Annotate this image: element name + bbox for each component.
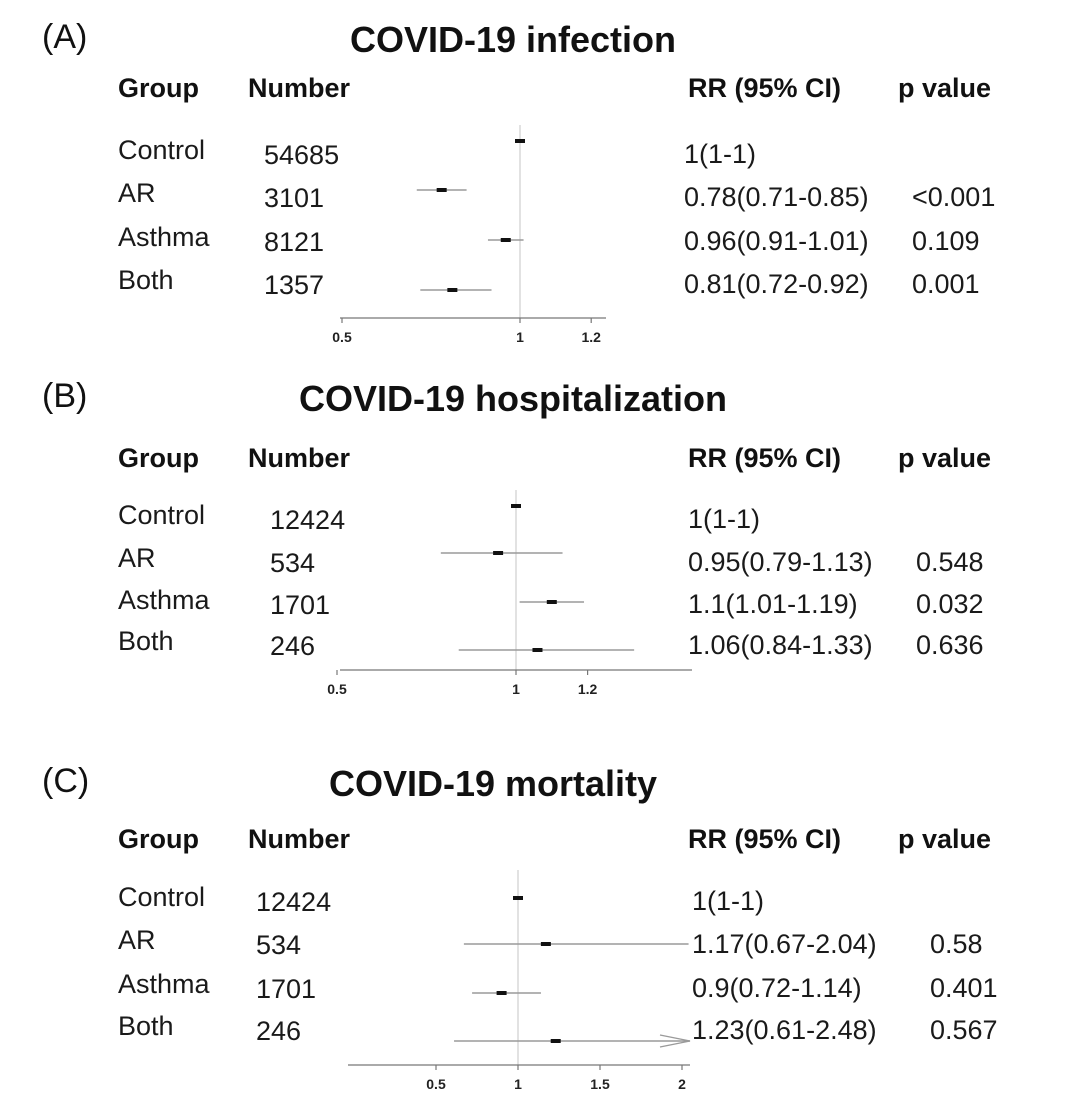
row-rr-ci: 1(1-1)	[688, 504, 760, 534]
row-rr-ci: 0.96(0.91-1.01)	[684, 226, 869, 256]
point-estimate	[496, 991, 507, 995]
panel-title: COVID-19 hospitalization	[299, 378, 727, 419]
row-number: 8121	[264, 227, 324, 257]
x-tick-label: 2	[678, 1076, 686, 1092]
row-rr-ci: 0.9(0.72-1.14)	[692, 973, 862, 1003]
point-estimate	[513, 896, 523, 900]
row-p-value: 0.109	[912, 226, 980, 256]
row-number: 246	[270, 631, 315, 661]
row-group-label: Control	[118, 882, 205, 912]
column-header-p-value: p value	[898, 824, 991, 854]
column-header-p-value: p value	[898, 73, 991, 103]
row-group-label: AR	[118, 178, 156, 208]
point-estimate	[550, 1039, 561, 1043]
column-header-number: Number	[248, 73, 351, 103]
row-rr-ci: 1(1-1)	[684, 139, 756, 169]
column-header-group: Group	[118, 824, 199, 854]
row-group-label: Asthma	[118, 585, 211, 615]
x-tick-label: 1	[516, 329, 524, 345]
row-rr-ci: 1.23(0.61-2.48)	[692, 1015, 877, 1045]
row-p-value: 0.58	[930, 929, 983, 959]
row-p-value: 0.548	[916, 547, 984, 577]
row-number: 1701	[256, 974, 316, 1004]
row-group-label: Control	[118, 135, 205, 165]
row-rr-ci: 1.06(0.84-1.33)	[688, 630, 873, 660]
column-header-rr: RR (95% CI)	[688, 443, 841, 473]
panel-letter: (C)	[42, 762, 89, 800]
panel-title: COVID-19 infection	[350, 19, 676, 60]
column-header-rr: RR (95% CI)	[688, 824, 841, 854]
panel-title: COVID-19 mortality	[329, 763, 657, 804]
panel-letter: (A)	[42, 18, 87, 56]
x-tick-label: 0.5	[327, 681, 347, 697]
row-p-value: 0.032	[916, 589, 984, 619]
row-group-label: Asthma	[118, 969, 211, 999]
column-header-p-value: p value	[898, 443, 991, 473]
row-number: 1357	[264, 270, 324, 300]
row-rr-ci: 1.17(0.67-2.04)	[692, 929, 877, 959]
row-p-value: 0.001	[912, 269, 980, 299]
point-estimate	[436, 188, 447, 192]
row-group-label: Both	[118, 626, 174, 656]
row-number: 534	[256, 930, 301, 960]
row-p-value: 0.567	[930, 1015, 998, 1045]
column-header-rr: RR (95% CI)	[688, 73, 841, 103]
row-p-value: 0.401	[930, 973, 998, 1003]
x-tick-label: 1	[514, 1076, 522, 1092]
row-number: 246	[256, 1016, 301, 1046]
ci-arrow	[659, 1034, 691, 1048]
x-tick-label: 1.5	[590, 1076, 610, 1092]
row-group-label: Both	[118, 265, 174, 295]
point-estimate	[546, 600, 557, 604]
point-estimate	[447, 288, 458, 292]
row-number: 12424	[256, 887, 331, 917]
row-number: 54685	[264, 140, 339, 170]
row-rr-ci: 1.1(1.01-1.19)	[688, 589, 858, 619]
row-rr-ci: 0.81(0.72-0.92)	[684, 269, 869, 299]
panel-letter: (B)	[42, 377, 87, 415]
x-tick-label: 1.2	[578, 681, 598, 697]
row-p-value: 0.636	[916, 630, 984, 660]
row-group-label: Asthma	[118, 222, 211, 252]
point-estimate	[515, 139, 525, 143]
point-estimate	[511, 504, 521, 508]
column-header-group: Group	[118, 73, 199, 103]
x-tick-label: 0.5	[426, 1076, 446, 1092]
column-header-number: Number	[248, 443, 351, 473]
point-estimate	[532, 648, 543, 652]
column-header-number: Number	[248, 824, 351, 854]
point-estimate	[493, 551, 504, 555]
column-header-group: Group	[118, 443, 199, 473]
x-tick-label: 1	[512, 681, 520, 697]
row-rr-ci: 0.78(0.71-0.85)	[684, 182, 869, 212]
row-number: 534	[270, 548, 315, 578]
row-group-label: AR	[118, 543, 156, 573]
row-number: 3101	[264, 183, 324, 213]
point-estimate	[500, 238, 511, 242]
row-rr-ci: 1(1-1)	[692, 886, 764, 916]
row-group-label: Both	[118, 1011, 174, 1041]
x-tick-label: 1.2	[581, 329, 601, 345]
row-rr-ci: 0.95(0.79-1.13)	[688, 547, 873, 577]
x-tick-label: 0.5	[332, 329, 352, 345]
row-group-label: Control	[118, 500, 205, 530]
point-estimate	[540, 942, 551, 946]
row-number: 1701	[270, 590, 330, 620]
row-number: 12424	[270, 505, 345, 535]
row-p-value: <0.001	[912, 182, 995, 212]
row-group-label: AR	[118, 925, 156, 955]
